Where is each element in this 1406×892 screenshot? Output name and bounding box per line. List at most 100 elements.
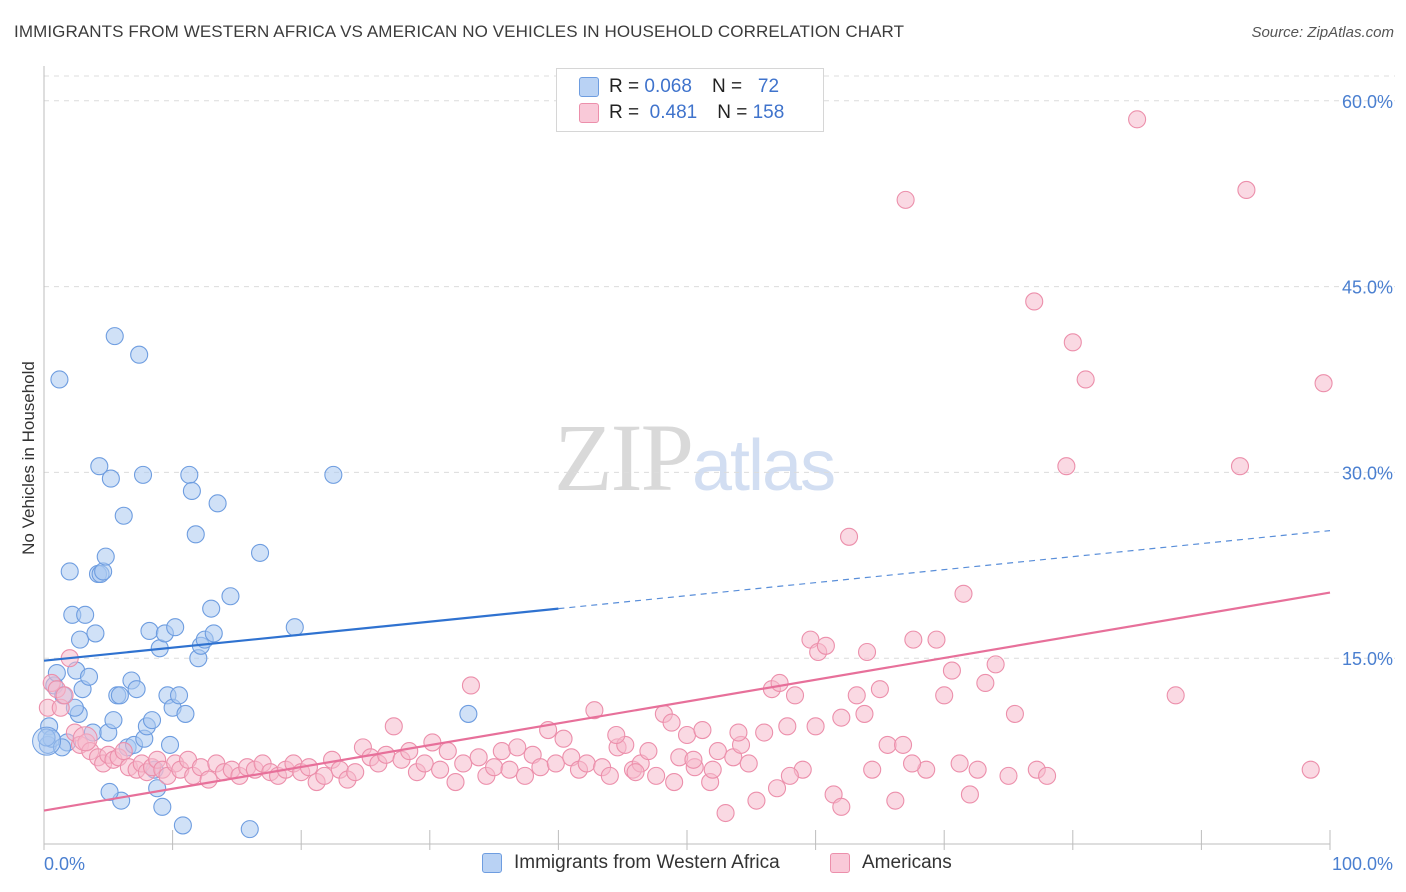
data-point bbox=[176, 704, 195, 723]
data-point bbox=[415, 754, 434, 773]
data-point bbox=[747, 791, 766, 810]
legend-r-value: 0.481 bbox=[649, 102, 698, 123]
data-point bbox=[431, 760, 450, 779]
data-point bbox=[1237, 180, 1256, 200]
data-point bbox=[684, 750, 703, 769]
data-point bbox=[446, 773, 465, 792]
data-point bbox=[986, 655, 1005, 674]
data-point bbox=[182, 481, 201, 501]
watermark-zip: ZIP bbox=[554, 404, 694, 511]
data-point bbox=[639, 742, 658, 761]
tick-labels: 15.0% 30.0% 45.0% 60.0% 0.0% 100.0% No Vehicle… bbox=[19, 92, 1393, 874]
data-point bbox=[693, 720, 712, 740]
data-point bbox=[142, 711, 162, 730]
pink-swatch-icon bbox=[579, 103, 599, 123]
data-point bbox=[492, 742, 511, 761]
data-point bbox=[1166, 686, 1185, 705]
x-tick-label: 100.0% bbox=[1332, 854, 1393, 874]
series-americans bbox=[38, 110, 1333, 823]
data-point bbox=[166, 618, 185, 637]
data-point bbox=[250, 543, 270, 562]
data-point bbox=[816, 636, 835, 655]
data-point bbox=[847, 686, 866, 705]
data-point bbox=[927, 630, 946, 649]
data-point bbox=[173, 816, 192, 835]
data-point bbox=[459, 704, 478, 723]
x-tick-label: 0.0% bbox=[44, 854, 85, 874]
y-axis-title: No Vehicles in Household bbox=[19, 361, 38, 555]
bottom-legend-americans: Americans bbox=[830, 852, 952, 874]
data-point bbox=[153, 797, 172, 816]
data-point bbox=[140, 621, 159, 640]
data-point bbox=[90, 457, 109, 476]
data-point bbox=[896, 190, 915, 209]
data-point bbox=[208, 494, 227, 513]
data-point bbox=[186, 525, 205, 544]
data-point bbox=[950, 754, 969, 773]
data-point bbox=[554, 729, 573, 748]
data-point bbox=[104, 711, 123, 730]
data-point bbox=[1025, 292, 1044, 311]
data-point bbox=[662, 713, 681, 732]
data-point bbox=[169, 686, 189, 705]
data-point bbox=[647, 766, 666, 785]
data-point bbox=[110, 686, 129, 705]
data-point bbox=[904, 630, 923, 649]
data-point bbox=[508, 738, 527, 757]
data-point bbox=[839, 527, 859, 546]
data-point bbox=[285, 618, 304, 637]
data-point bbox=[60, 562, 79, 581]
data-point bbox=[546, 754, 565, 773]
data-point bbox=[999, 766, 1018, 785]
data-point bbox=[1128, 110, 1147, 129]
legend-n-value: 72 bbox=[757, 76, 780, 97]
data-point bbox=[703, 760, 722, 779]
data-point bbox=[585, 701, 604, 720]
data-point bbox=[780, 766, 799, 785]
data-point bbox=[114, 742, 133, 761]
bottom-legend-western-africa: Immigrants from Western Africa bbox=[482, 852, 780, 874]
data-point bbox=[665, 773, 684, 792]
data-point bbox=[94, 562, 113, 581]
data-point bbox=[716, 803, 735, 823]
data-point bbox=[960, 785, 979, 804]
data-point bbox=[785, 686, 805, 705]
data-point bbox=[626, 763, 645, 782]
blue-swatch-icon bbox=[579, 77, 599, 97]
data-point bbox=[755, 723, 774, 742]
data-point bbox=[500, 760, 519, 779]
data-point bbox=[400, 742, 419, 761]
legend-row-western-africa: R = 0.068 N = 72 bbox=[579, 75, 779, 99]
data-point bbox=[180, 465, 199, 484]
blue-swatch-icon bbox=[482, 853, 502, 873]
y-tick-label: 45.0% bbox=[1342, 278, 1393, 298]
data-point bbox=[600, 766, 619, 785]
data-point bbox=[204, 624, 223, 643]
data-point bbox=[199, 770, 218, 789]
data-point bbox=[423, 733, 442, 752]
data-point bbox=[461, 676, 481, 695]
legend-r-value: 0.068 bbox=[644, 76, 692, 97]
bottom-legend-label: Americans bbox=[862, 852, 952, 873]
data-point bbox=[935, 686, 954, 705]
data-point bbox=[86, 624, 105, 643]
data-point bbox=[708, 742, 727, 761]
data-point bbox=[870, 680, 889, 699]
data-point bbox=[855, 704, 874, 723]
legend-r-label: R = bbox=[609, 76, 640, 97]
legend-r-label: R = bbox=[609, 102, 640, 123]
data-point bbox=[677, 725, 697, 745]
data-point bbox=[942, 661, 961, 680]
stats-legend: R = 0.068 N = 72 R = 0.481 N = 158 bbox=[556, 68, 824, 132]
data-point bbox=[130, 345, 149, 364]
data-point bbox=[607, 725, 626, 745]
watermark-atlas: atlas bbox=[692, 426, 836, 506]
data-point bbox=[878, 735, 897, 754]
data-point bbox=[832, 797, 851, 816]
legend-n-label: N = bbox=[717, 102, 748, 123]
data-point bbox=[1038, 766, 1057, 785]
trend-lines bbox=[43, 530, 1331, 812]
data-point bbox=[577, 754, 596, 773]
data-point bbox=[531, 758, 550, 777]
